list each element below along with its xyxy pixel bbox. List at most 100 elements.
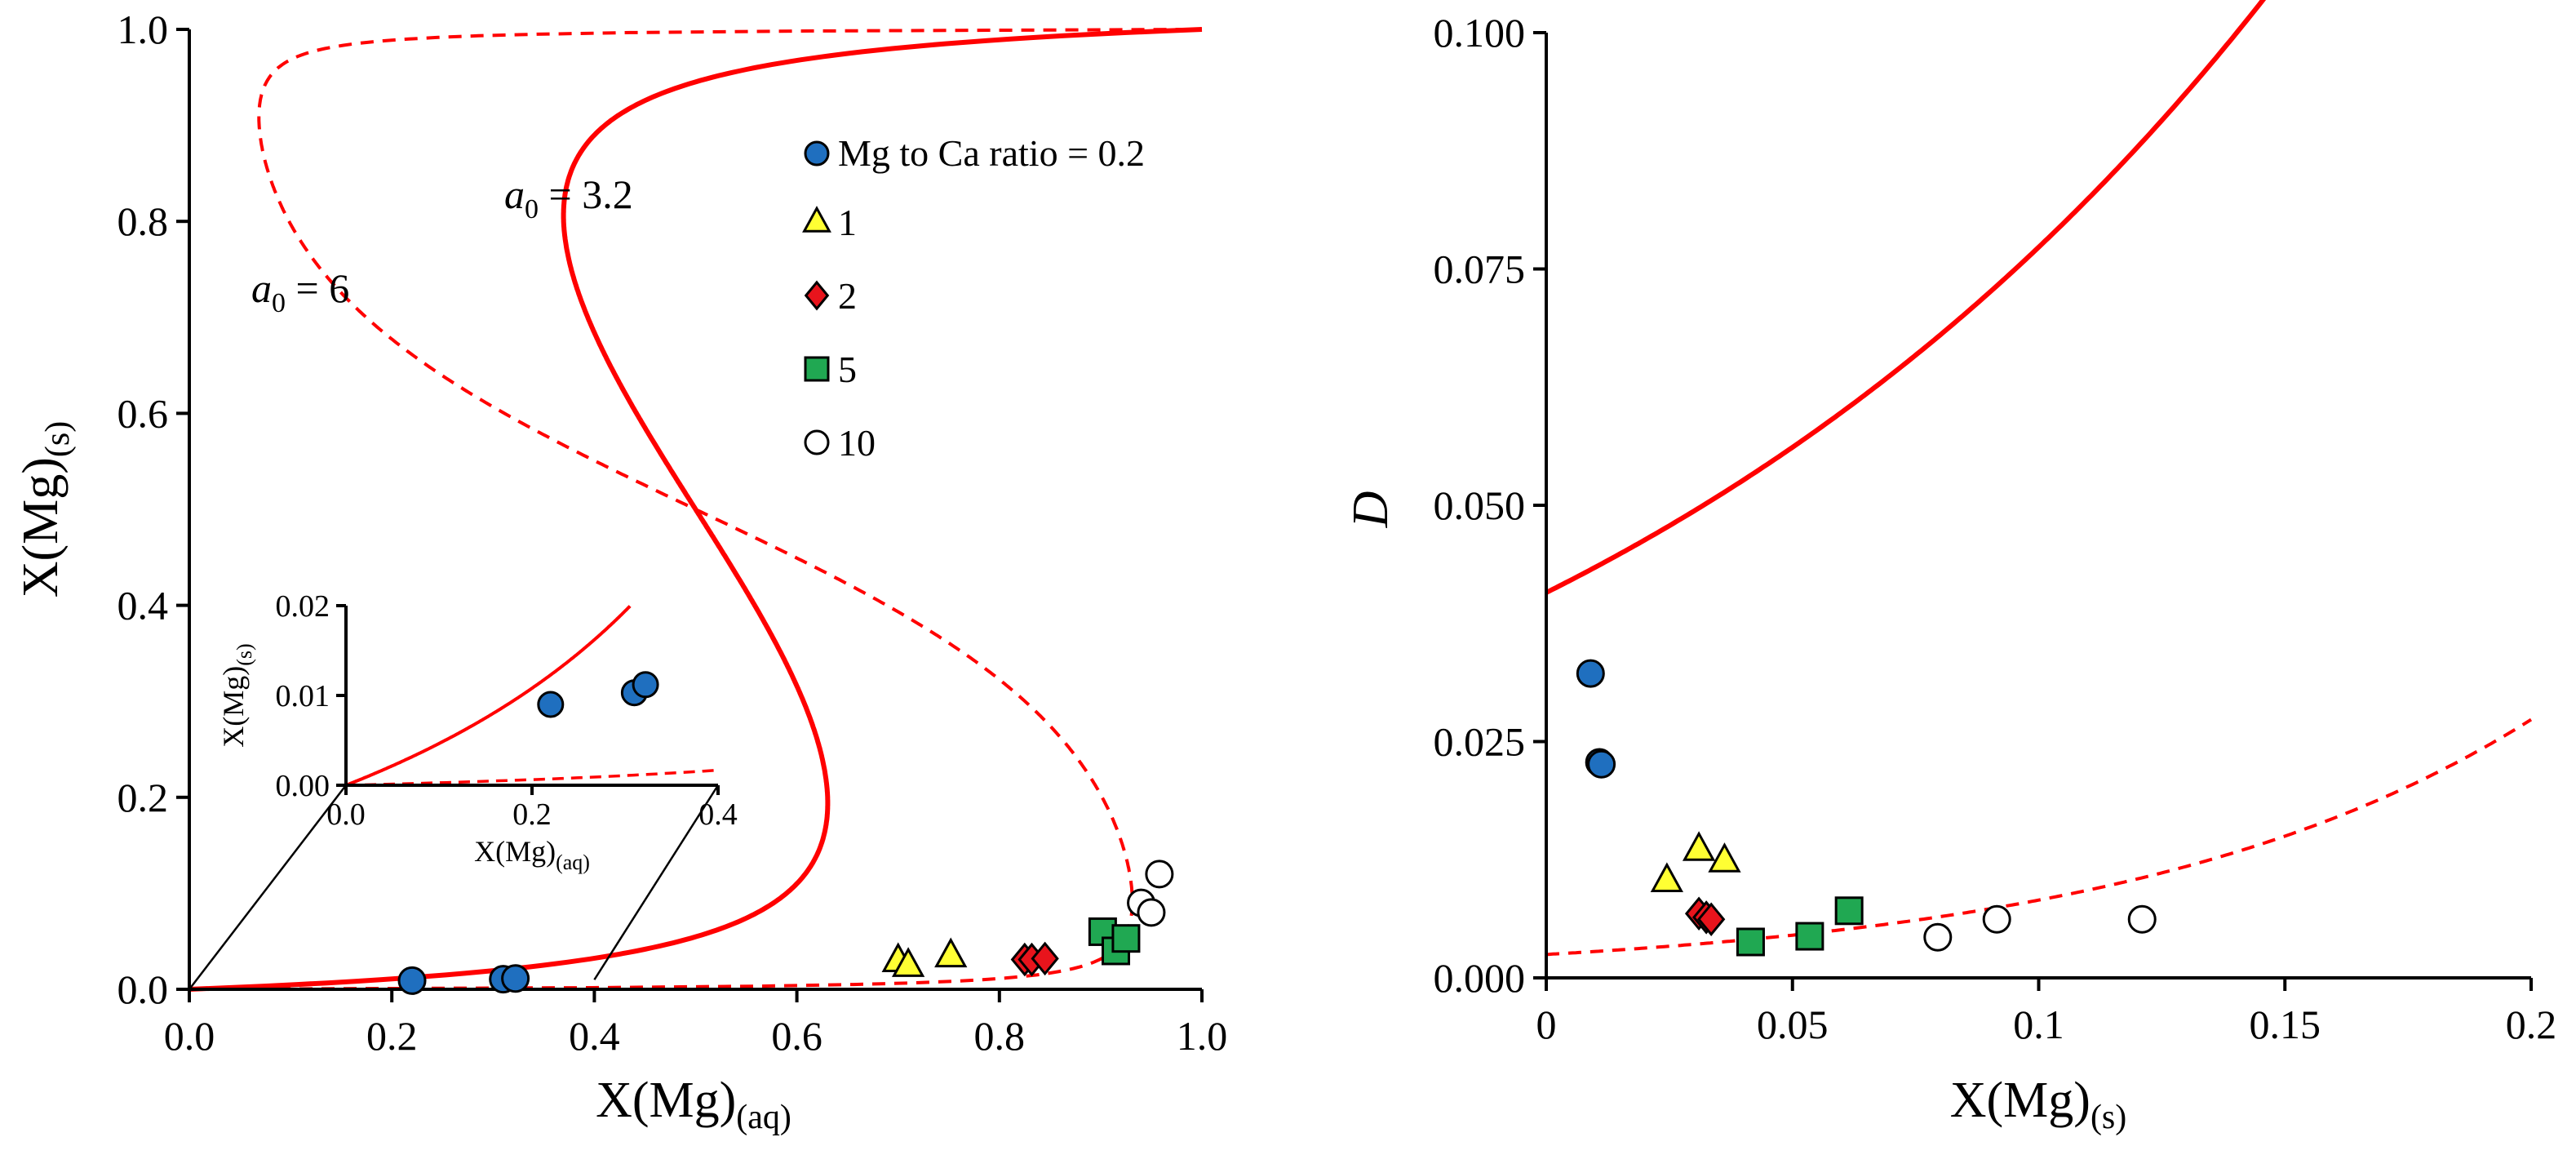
right-data-point-yellow-triangle xyxy=(1708,842,1741,873)
y-tick-label: 0.6 xyxy=(117,390,169,436)
legend-marker-blue-circle xyxy=(804,140,830,167)
main-curves xyxy=(188,27,1203,992)
right-data-point-white-circle xyxy=(1923,922,1953,952)
legend-marker-green-square xyxy=(804,356,830,382)
x-tick-label: 0.8 xyxy=(974,1013,1026,1059)
y-tick-label: 0.02 xyxy=(276,589,330,624)
inset-background xyxy=(344,601,723,787)
legend-marker-yellow-triangle xyxy=(802,206,831,233)
right-data-point-blue-circle xyxy=(1587,749,1616,779)
y-tick-label: 0.00 xyxy=(276,769,330,803)
main-curve-a0-6 xyxy=(188,28,1203,991)
data-point-yellow-triangle xyxy=(891,947,925,977)
legend: Mg to Ca ratio = 0.2 1 2 5 10 xyxy=(802,132,1145,464)
annotation-a0-3-2: a0 = 3.2 xyxy=(504,171,633,224)
main-curve-a0-3-2 xyxy=(188,27,1203,992)
right-y-axis-title: D xyxy=(1343,491,1399,529)
y-tick-label: 0.100 xyxy=(1434,10,1526,56)
right-data-point-yellow-triangle xyxy=(1650,862,1683,893)
main-points xyxy=(397,860,1174,995)
inset-plot: 0.0 0.2 0.4 0.00 0.01 0.02 X(Mg)(aq) X(Mg)(s) xyxy=(217,589,738,874)
y-tick-label: 0.01 xyxy=(276,679,330,713)
legend-entry-2: 2 xyxy=(804,275,857,317)
y-tick-label: 0.050 xyxy=(1434,482,1526,528)
inset-leader-lines xyxy=(188,784,720,990)
x-tick-label: 0.05 xyxy=(1757,1002,1829,1047)
inset-curve-a0-3-2 xyxy=(345,605,632,787)
data-point-blue-circle xyxy=(501,964,530,993)
x-tick-label: 0.1 xyxy=(2013,1002,2064,1047)
y-tick-label: 0.075 xyxy=(1434,247,1526,292)
legend-label-5: 5 xyxy=(838,349,857,390)
main-ticks: 0.0 0.2 0.4 0.6 0.8 1.0 0.0 0.2 0.4 0.6 0.8 1.0 xyxy=(117,7,1228,1059)
data-point-green-square xyxy=(1111,924,1141,953)
x-tick-label: 0 xyxy=(1536,1002,1557,1047)
inset-y-axis-title: X(Mg)(s) xyxy=(217,643,256,747)
inset-points xyxy=(537,671,659,718)
inset-x-axis-title: X(Mg)(aq) xyxy=(474,835,590,874)
legend-entry-0-2: Mg to Ca ratio = 0.2 xyxy=(804,132,1145,174)
x-tick-label: 0.0 xyxy=(164,1013,215,1059)
data-point-white-circle xyxy=(1137,898,1166,927)
x-tick-label: 0.15 xyxy=(2250,1002,2321,1047)
right-data-point-yellow-triangle xyxy=(1682,831,1716,861)
x-tick-label: 0.2 xyxy=(2506,1002,2557,1047)
leader-line-right xyxy=(593,784,720,980)
inset-curve-a0-6 xyxy=(345,769,714,787)
legend-label-0-2: Mg to Ca ratio = 0.2 xyxy=(838,132,1145,174)
y-tick-label: 0.8 xyxy=(117,198,169,244)
legend-marker-red-diamond xyxy=(804,280,830,311)
main-x-axis-title: X(Mg)(aq) xyxy=(596,1073,791,1136)
inset-data-point-blue-circle xyxy=(632,671,659,699)
inset-curves xyxy=(344,601,723,787)
x-tick-label: 0.4 xyxy=(569,1013,620,1059)
legend-entry-5: 5 xyxy=(804,349,857,390)
legend-marker-white-circle xyxy=(804,429,830,455)
y-tick-label: 0.025 xyxy=(1434,719,1526,765)
x-tick-label: 0.4 xyxy=(698,797,738,832)
right-plot: 0 0.05 0.1 0.15 0.2 0.000 0.025 0.050 0.075 0.100… xyxy=(1343,0,2556,1136)
legend-marker-red-diamond xyxy=(804,280,830,311)
legend-marker-yellow-triangle xyxy=(802,206,831,233)
main-y-axis-title: X(Mg)(s) xyxy=(13,421,77,598)
right-curves xyxy=(1545,0,2533,957)
legend-marker-blue-circle xyxy=(804,140,830,167)
y-tick-label: 1.0 xyxy=(117,7,169,52)
inset-ticks: 0.0 0.2 0.4 0.00 0.01 0.02 xyxy=(276,589,738,832)
x-tick-label: 0.6 xyxy=(771,1013,822,1059)
right-data-point-blue-circle xyxy=(1576,659,1605,688)
x-tick-label: 0.2 xyxy=(366,1013,418,1059)
y-tick-label: 0.000 xyxy=(1434,955,1526,1001)
right-ticks: 0 0.05 0.1 0.15 0.2 0.000 0.025 0.050 0.075 0.100 xyxy=(1434,10,2557,1047)
y-tick-label: 0.4 xyxy=(117,583,169,629)
annotation-a0-6: a0 = 6 xyxy=(251,265,349,318)
right-curve-a0-6 xyxy=(1545,717,2533,957)
right-data-point-red-diamond xyxy=(1697,902,1726,936)
y-tick-label: 0.2 xyxy=(117,775,169,820)
data-point-red-diamond xyxy=(1031,941,1059,976)
right-data-point-green-square xyxy=(1834,896,1864,926)
right-data-point-green-square xyxy=(1795,922,1824,951)
legend-entry-1: 1 xyxy=(802,202,857,243)
legend-marker-white-circle xyxy=(804,429,830,455)
data-point-white-circle xyxy=(1145,860,1174,889)
right-data-point-green-square xyxy=(1736,927,1765,957)
x-tick-label: 0.0 xyxy=(326,797,366,832)
legend-label-1: 1 xyxy=(838,202,857,243)
legend-label-10: 10 xyxy=(838,422,876,464)
inset-data-point-blue-circle xyxy=(537,691,565,718)
main-plot: 0.0 0.2 0.4 0.6 0.8 1.0 0.0 0.2 0.4 0.6 0.8 1.0 a0 … xyxy=(13,7,1227,1136)
legend-label-2: 2 xyxy=(838,275,857,317)
right-data-point-white-circle xyxy=(1982,904,2011,934)
right-curve-a0-3-2 xyxy=(1545,0,2267,595)
right-data-point-white-circle xyxy=(2127,904,2157,934)
right-points xyxy=(1576,659,2157,957)
data-point-yellow-triangle xyxy=(934,937,968,968)
data-point-blue-circle xyxy=(397,966,427,995)
leader-line-left xyxy=(188,784,347,990)
right-x-axis-title: X(Mg)(s) xyxy=(1950,1073,2127,1136)
legend-entry-10: 10 xyxy=(804,422,876,464)
x-tick-label: 1.0 xyxy=(1177,1013,1228,1059)
legend-marker-green-square xyxy=(804,356,830,382)
